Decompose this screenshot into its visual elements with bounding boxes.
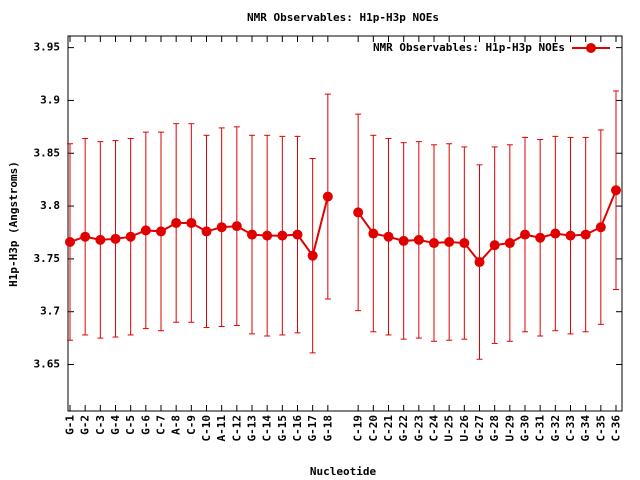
x-tick-label: G-17 (306, 415, 319, 442)
x-tick-label: C-36 (610, 415, 623, 442)
data-point (413, 234, 424, 245)
x-tick-label: C-3 (94, 415, 107, 435)
x-tick-label: G-28 (488, 415, 501, 442)
y-axis-label: H1p-H3p (Angstroms) (7, 161, 20, 287)
x-tick-label: U-26 (458, 415, 471, 442)
x-tick-label: G-32 (549, 415, 562, 442)
data-point (277, 230, 288, 241)
data-point (504, 238, 515, 249)
data-point (262, 230, 273, 241)
x-axis-label: Nucleotide (310, 465, 377, 478)
x-tick-label: C-31 (534, 415, 547, 442)
data-point (489, 240, 500, 251)
x-tick-label: C-7 (155, 415, 168, 435)
y-tick-label: 3.9 (40, 93, 60, 106)
x-tick-label: G-4 (109, 415, 122, 435)
x-tick-label: C-10 (200, 415, 213, 442)
series-line (69, 189, 617, 264)
data-point (520, 229, 530, 240)
data-point (595, 222, 606, 233)
x-tick-label: U-29 (503, 415, 516, 442)
x-tick-label: C-35 (594, 415, 607, 442)
data-point (444, 236, 455, 247)
data-point (247, 229, 257, 240)
data-point (171, 217, 182, 228)
x-tick-label: C-20 (367, 415, 380, 442)
x-tick-label: A-8 (170, 415, 183, 435)
x-tick-label: C-5 (124, 415, 137, 435)
legend-label: NMR Observables: H1p-H3p NOEs (373, 41, 565, 54)
x-tick-label: C-24 (428, 415, 441, 442)
data-point (156, 226, 166, 237)
data-point (474, 257, 485, 268)
data-point (550, 228, 561, 239)
data-point (398, 235, 409, 246)
y-tick-label: 3.7 (40, 305, 60, 318)
data-point (292, 229, 303, 240)
y-tick-label: 3.65 (34, 358, 61, 371)
data-point (231, 221, 242, 232)
data-point (140, 225, 151, 236)
x-tick-label: C-14 (261, 415, 274, 442)
x-tick-label: G-27 (473, 415, 486, 442)
data-point (353, 207, 364, 218)
x-tick-label: A-11 (215, 415, 228, 442)
x-tick-label: C-19 (352, 415, 365, 442)
data-point (580, 229, 591, 240)
x-tick-label: G-2 (79, 415, 92, 435)
data-point (322, 191, 333, 202)
data-point (611, 185, 621, 196)
x-tick-label: G-34 (579, 415, 592, 442)
data-point (216, 222, 227, 233)
chart-title: NMR Observables: H1p-H3p NOEs (247, 11, 439, 24)
x-tick-label: C-21 (382, 415, 395, 442)
plot-frame (67, 35, 623, 412)
data-point (110, 233, 121, 244)
x-tick-label: G-1 (64, 415, 77, 435)
data-point (535, 232, 546, 243)
data-point (80, 231, 91, 242)
data-point (565, 230, 576, 241)
data-point (307, 250, 318, 261)
data-point (65, 236, 75, 247)
data-point (186, 217, 197, 228)
y-tick-label: 3.95 (34, 41, 61, 54)
x-tick-label: C-33 (564, 415, 577, 442)
data-point (125, 231, 136, 242)
x-tick-label: G-15 (276, 415, 289, 442)
x-tick-label: G-13 (246, 415, 259, 442)
x-tick-label: G-23 (412, 415, 425, 442)
y-tick-label: 3.85 (34, 146, 61, 159)
legend-marker (586, 43, 596, 53)
x-tick-label: U-25 (443, 415, 456, 442)
x-tick-label: C-16 (291, 415, 304, 442)
data-point (201, 226, 212, 237)
x-tick-label: G-22 (397, 415, 410, 442)
x-tick-label: C-9 (185, 415, 198, 435)
x-tick-label: G-30 (519, 415, 532, 442)
x-tick-label: G-18 (321, 415, 334, 442)
data-point (95, 234, 106, 245)
data-point (368, 228, 379, 239)
x-tick-label: C-12 (230, 415, 243, 442)
y-tick-label: 3.75 (34, 252, 61, 265)
data-point (459, 238, 470, 249)
y-tick-label: 3.8 (40, 199, 60, 212)
data-point (429, 238, 439, 249)
data-point (383, 231, 394, 242)
x-tick-label: G-6 (139, 415, 152, 435)
